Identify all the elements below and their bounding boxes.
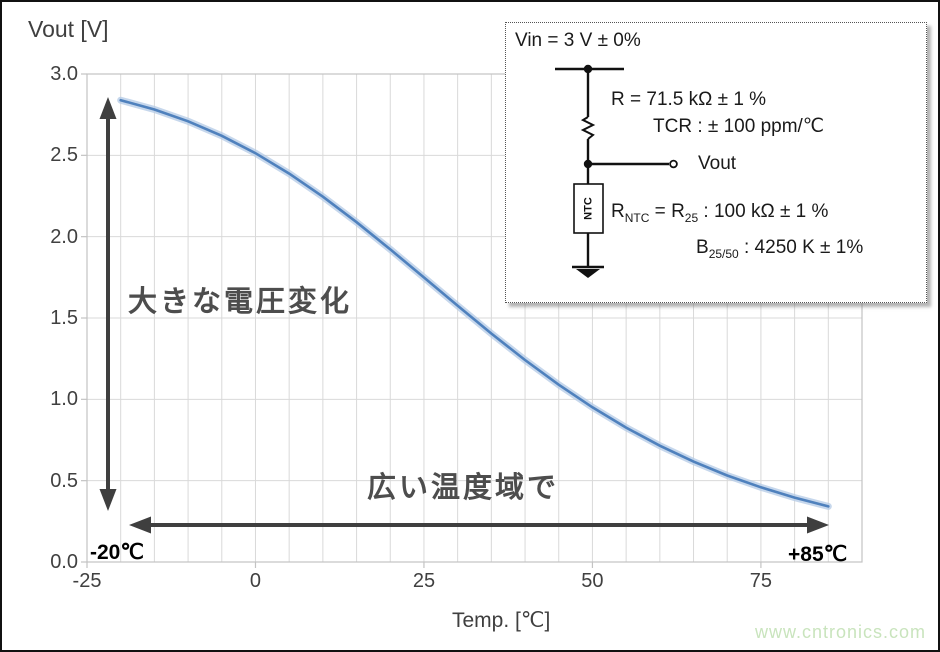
junction-dot [583,159,593,169]
y-axis-tick-label: 1.0 [50,388,78,411]
voltage-change-annotation: 大きな電圧変化 [128,286,353,318]
x-axis-tick-label: 75 [749,570,773,592]
vout-label: Vout [698,153,737,174]
x-axis-title: Temp. [℃] [452,609,551,632]
arrowhead-right-icon [807,516,829,534]
ground-icon [576,269,600,278]
inset-panel: NTC Vin = 3 V ± 0% R = 71.5 kΩ ± 1 % TCR… [505,22,927,303]
y-axis-tick-label: 0.5 [50,469,78,492]
series-resistor-label: R = 71.5 kΩ ± 1 % [611,89,767,110]
ntc-box [573,183,604,234]
temp-max-label: +85℃ [788,543,848,566]
b-constant-label: B25/50 : 4250 K ± 1% [696,237,864,261]
vin-label: Vin = 3 V ± 0% [515,30,641,51]
x-axis-tick-label: 50 [581,570,604,592]
y-axis-tick-label: 1.5 [50,307,78,329]
ntc-resistor-label: RNTC = R25 : 100 kΩ ± 1 % [611,201,829,225]
ntc-box-label: NTC [583,197,595,220]
circuit-diagram: NTC [555,64,678,278]
arrowhead-up-icon [99,97,117,119]
x-axis-tick-label: -25 [72,570,102,592]
y-axis-tick-label: 2.0 [50,225,78,248]
vout-curve [119,98,830,508]
watermark: www.cntronics.com [754,622,926,642]
range-arrows [99,97,829,534]
y-axis-tick-label: 0.0 [50,551,78,573]
vout-terminal-icon [669,159,678,169]
y-axis-tick-label: 3.0 [50,63,78,85]
tcr-label: TCR : ± 100 ppm/℃ [653,116,825,137]
arrowhead-down-icon [99,489,117,511]
x-axis-tick-label: 0 [249,570,262,592]
resistor-icon [580,116,596,140]
temp-range-annotation: 広い温度域で [367,472,560,504]
junction-dot [583,64,593,74]
arrowhead-left-icon [129,516,151,534]
temp-min-label: -20℃ [90,541,144,564]
x-axis-tick-label: 25 [412,570,436,592]
y-axis-tick-label: 2.5 [50,144,78,167]
y-axis-title: Vout [V] [28,16,109,42]
